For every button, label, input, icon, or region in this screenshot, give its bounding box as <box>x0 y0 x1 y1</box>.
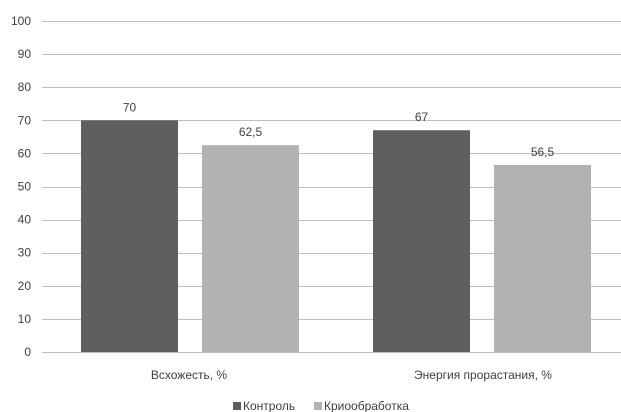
y-axis-tick-labels: 0 10 20 30 40 50 60 70 80 90 100 <box>11 14 31 359</box>
legend-label-control: Контроль <box>243 399 295 412</box>
data-label-cryo-1: 56,5 <box>531 145 555 159</box>
category-labels: Всхожесть, % Энергия прорастания, % <box>151 368 552 382</box>
data-label-control-1: 67 <box>415 110 429 124</box>
data-labels: 70 67 62,5 56,5 <box>123 100 555 159</box>
bar-control-0 <box>81 120 178 352</box>
y-tick-label-20: 20 <box>18 279 32 293</box>
bar-cryo-1 <box>494 164 591 352</box>
legend-swatch-control <box>233 402 241 410</box>
bars <box>81 120 591 352</box>
legend-label-cryo: Криообработка <box>324 399 409 412</box>
y-tick-label-80: 80 <box>18 80 32 94</box>
y-tick-label-40: 40 <box>18 213 32 227</box>
legend-swatch-cryo <box>314 402 322 410</box>
bar-cryo-0 <box>202 145 299 352</box>
data-label-control-0: 70 <box>123 100 137 114</box>
y-tick-label-70: 70 <box>18 113 32 127</box>
y-tick-label-30: 30 <box>18 246 32 260</box>
y-tick-label-0: 0 <box>24 345 31 359</box>
data-label-cryo-0: 62,5 <box>239 125 263 139</box>
bar-control-1 <box>373 130 470 352</box>
category-label-1: Энергия прорастания, % <box>414 368 552 382</box>
y-tick-label-90: 90 <box>18 47 32 61</box>
y-tick-label-50: 50 <box>18 180 32 194</box>
y-tick-label-60: 60 <box>18 146 32 160</box>
category-label-0: Всхожесть, % <box>151 368 228 382</box>
legend: Контроль Криообработка <box>233 399 409 412</box>
y-tick-label-10: 10 <box>18 312 32 326</box>
y-tick-label-100: 100 <box>11 14 31 28</box>
